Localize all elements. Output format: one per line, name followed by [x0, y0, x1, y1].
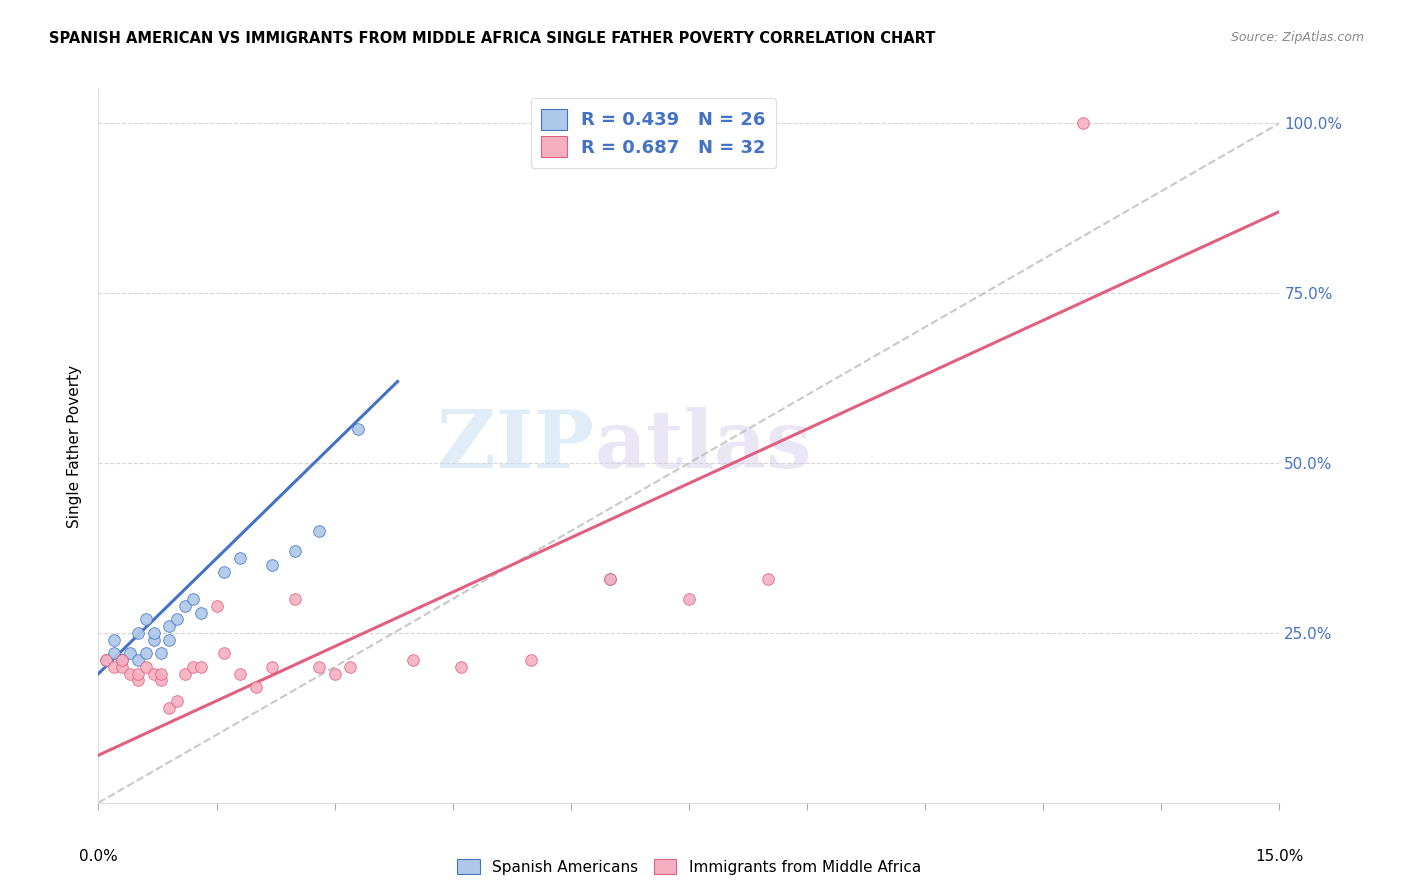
Point [284, 591, 307, 606]
Point [1071, 116, 1094, 130]
Point [150, 666, 173, 681]
Point [323, 666, 346, 681]
Point [142, 666, 165, 681]
Point [402, 653, 425, 667]
Point [229, 551, 252, 566]
Point [214, 646, 236, 660]
Point [339, 660, 361, 674]
Point [450, 660, 472, 674]
Point [157, 632, 180, 647]
Text: 15.0%: 15.0% [1256, 849, 1303, 864]
Point [678, 116, 700, 130]
Point [135, 646, 157, 660]
Point [166, 612, 188, 626]
Point [118, 646, 141, 660]
Point [150, 673, 173, 688]
Point [118, 666, 141, 681]
Point [678, 591, 700, 606]
Point [111, 653, 134, 667]
Point [111, 653, 134, 667]
Point [103, 646, 125, 660]
Point [245, 680, 267, 694]
Point [308, 660, 330, 674]
Point [166, 694, 188, 708]
Point [103, 632, 125, 647]
Point [142, 632, 165, 647]
Point [205, 599, 228, 613]
Point [111, 660, 134, 674]
Text: atlas: atlas [595, 407, 811, 485]
Point [127, 626, 149, 640]
Point [599, 572, 621, 586]
Point [135, 660, 157, 674]
Point [174, 599, 197, 613]
Point [260, 558, 283, 572]
Point [229, 666, 252, 681]
Point [103, 660, 125, 674]
Point [599, 572, 621, 586]
Y-axis label: Single Father Poverty: Single Father Poverty [67, 365, 83, 527]
Point [181, 591, 204, 606]
Point [127, 666, 149, 681]
Point [96, 653, 118, 667]
Text: ZIP: ZIP [437, 407, 595, 485]
Point [284, 544, 307, 558]
Point [347, 422, 370, 436]
Point [190, 606, 212, 620]
Point [127, 653, 149, 667]
Point [181, 660, 204, 674]
Point [260, 660, 283, 674]
Point [190, 660, 212, 674]
Text: 0.0%: 0.0% [79, 849, 118, 864]
Point [142, 626, 165, 640]
Point [756, 572, 779, 586]
Point [157, 700, 180, 714]
Text: Source: ZipAtlas.com: Source: ZipAtlas.com [1230, 31, 1364, 45]
Point [308, 524, 330, 538]
Point [520, 653, 543, 667]
Point [127, 673, 149, 688]
Point [150, 646, 173, 660]
Text: SPANISH AMERICAN VS IMMIGRANTS FROM MIDDLE AFRICA SINGLE FATHER POVERTY CORRELAT: SPANISH AMERICAN VS IMMIGRANTS FROM MIDD… [49, 31, 935, 46]
Point [174, 666, 197, 681]
Point [214, 565, 236, 579]
Point [96, 653, 118, 667]
Legend: Spanish Americans, Immigrants from Middle Africa: Spanish Americans, Immigrants from Middl… [451, 853, 927, 880]
Point [157, 619, 180, 633]
Point [135, 612, 157, 626]
